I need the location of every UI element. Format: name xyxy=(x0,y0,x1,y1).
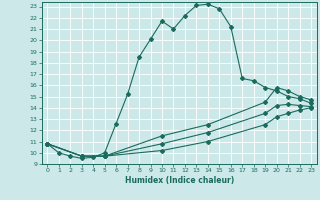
X-axis label: Humidex (Indice chaleur): Humidex (Indice chaleur) xyxy=(124,176,234,185)
